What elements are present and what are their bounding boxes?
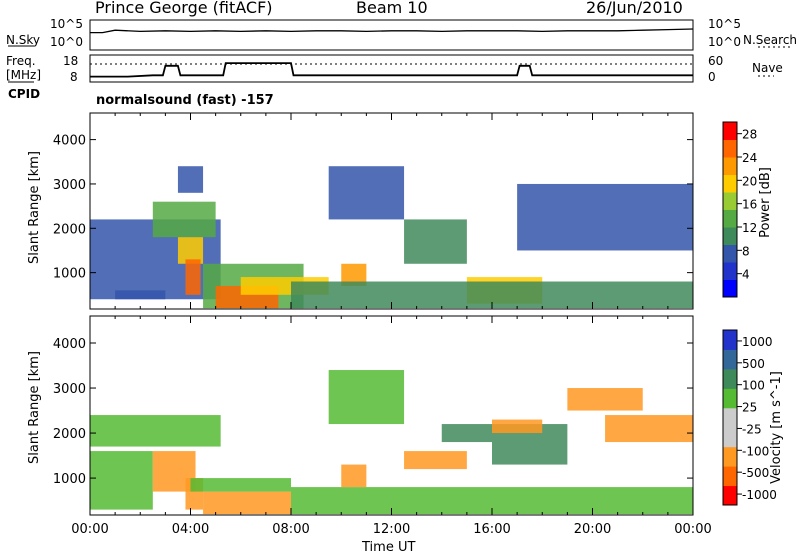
power-ytick-label-0: 1000 [53, 267, 86, 282]
velocity-region-8 [341, 464, 367, 488]
velocity-region-7 [328, 370, 405, 425]
power-region-5 [185, 259, 201, 295]
power-region-10 [341, 263, 367, 286]
velocity-region-9 [404, 451, 467, 470]
power-colorbar-frame [722, 121, 738, 298]
power-colorbar-label-1: 8 [742, 244, 750, 258]
velocity-colorbar-cell-8 [723, 330, 737, 350]
freq-unit-label: [MHz] [6, 68, 42, 82]
velocity-region-12 [492, 419, 543, 434]
power-colorbar-label-6: 28 [742, 128, 757, 142]
velocity-colorbar-label-2: 100 [742, 379, 765, 393]
power-colorbar-label-4: 20 [742, 174, 757, 188]
x-tick-label-5: 20:00 [574, 522, 611, 537]
power-region-1 [115, 290, 166, 300]
velocity-colorbar-cell-5 [723, 388, 737, 409]
power-colorbar-cell-5 [723, 192, 737, 210]
power-region-3 [177, 166, 204, 193]
velocity-region-0 [90, 415, 221, 447]
power-colorbar-cell-7 [723, 157, 737, 175]
velocity-colorbar-label-6: -500 [742, 466, 769, 480]
station-title: Prince George (fitACF) [95, 0, 273, 17]
power-region-2 [152, 201, 216, 238]
power-colorbar-label-0: 4 [742, 268, 750, 282]
nave-label: Nave [752, 61, 783, 75]
power-colorbar-label-5: 24 [742, 151, 757, 165]
velocity-region-14 [567, 388, 643, 411]
n-sky-tick-bottom: 10^0 [50, 35, 83, 49]
cpid-label: CPID [8, 87, 41, 101]
power-ytick-label-2: 3000 [53, 178, 86, 193]
velocity-region-13 [605, 415, 693, 443]
velocity-colorbar-cell-7 [723, 349, 737, 370]
power-colorbar-label-2: 12 [742, 221, 757, 235]
power-colorbar-cell-8 [723, 139, 737, 158]
power-region-13 [517, 183, 693, 251]
n-sky-tick-top: 10^5 [50, 17, 83, 31]
power-colorbar-cell-6 [723, 174, 737, 193]
velocity-colorbar-label-7: -1000 [742, 488, 777, 502]
freq-tick-bottom: 8 [70, 70, 78, 84]
power-colorbar-cell-2 [723, 244, 737, 263]
power-colorbar-label-3: 16 [742, 198, 757, 212]
nave-tick-top: 60 [708, 54, 724, 68]
power-colorbar-cell-9 [723, 122, 737, 140]
x-axis-label: Time UT [362, 540, 416, 555]
n-search-label: N.Search [743, 33, 798, 47]
power-region-11 [404, 219, 467, 264]
velocity-region-1 [90, 451, 153, 510]
velocity-colorbar-label-5: -100 [742, 444, 769, 458]
n-search-tick-bottom: 10^0 [708, 35, 741, 49]
velocity-colorbar-label-3: 25 [742, 401, 757, 415]
power-region-9 [328, 166, 405, 220]
freq-panel-frame [89, 54, 694, 83]
velocity-ytick-label-2: 3000 [53, 382, 86, 397]
velocity-colorbar-cell-1 [723, 466, 737, 487]
n-search-tick-top: 10^5 [708, 17, 741, 31]
velocity-colorbar-cell-0 [723, 485, 737, 506]
power-colorbar-cell-3 [723, 227, 737, 245]
x-tick-label-6: 00:00 [674, 522, 711, 537]
n-sky-label: N.Sky [6, 33, 41, 47]
velocity-colorbar-frame [722, 329, 738, 506]
power-colorbar-cell-0 [723, 279, 737, 298]
noise-panel-frame [89, 19, 694, 51]
velocity-colorbar-label-0: 1000 [742, 335, 773, 349]
velocity-colorbar-cell-2 [723, 446, 737, 467]
x-tick-label-0: 00:00 [71, 522, 108, 537]
nave-tick-bottom: 0 [708, 70, 716, 84]
power-ytick-label-3: 4000 [53, 134, 86, 149]
velocity-region-4 [203, 491, 291, 515]
velocity-ytick-label-0: 1000 [53, 472, 86, 487]
noise-series-line [90, 28, 694, 34]
power-ytick-label-1: 2000 [53, 222, 86, 237]
freq-tick-top: 18 [63, 54, 79, 68]
date-title: 26/Jun/2010 [586, 0, 683, 17]
x-tick-label-3: 12:00 [373, 522, 410, 537]
cpid-value: normalsound (fast) -157 [96, 93, 274, 108]
power-colorbar-cell-4 [723, 209, 737, 228]
velocity-colorbar-cell-3 [723, 427, 737, 448]
power-colorbar-cell-1 [723, 262, 737, 280]
x-tick-label-1: 04:00 [172, 522, 209, 537]
velocity-region-10 [441, 424, 492, 443]
velocity-colorbar-cell-4 [723, 407, 737, 428]
velocity-ytick-label-1: 2000 [53, 427, 86, 442]
velocity-colorbar-label-4: -25 [742, 422, 762, 436]
velocity-colorbar-label-1: 500 [742, 357, 765, 371]
x-tick-label-4: 16:00 [473, 522, 510, 537]
velocity-colorbar-cell-6 [723, 368, 737, 389]
velocity-region-5 [190, 478, 291, 492]
freq-series-line [90, 62, 693, 78]
beam-title: Beam 10 [356, 0, 428, 17]
freq-label: Freq. [6, 54, 36, 68]
x-tick-label-2: 08:00 [272, 522, 309, 537]
velocity-ytick-label-3: 4000 [53, 337, 86, 352]
